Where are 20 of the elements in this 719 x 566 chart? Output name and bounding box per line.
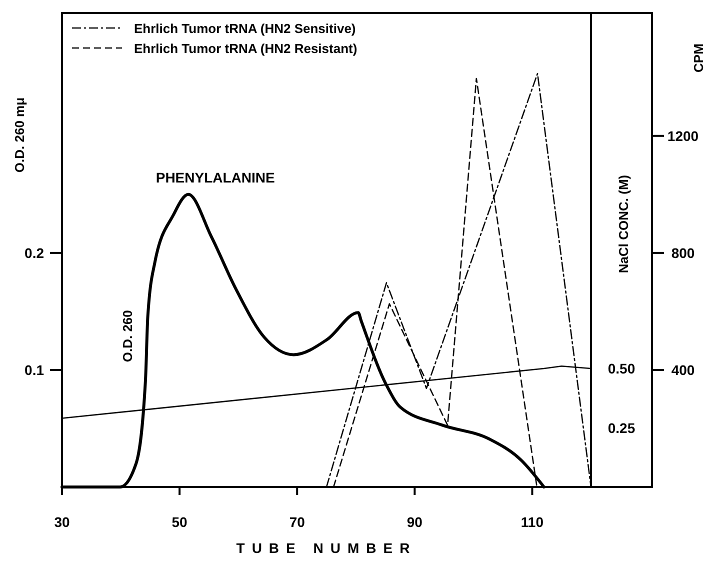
y2-axis-title: CPM [691,44,706,72]
y3-tick-label: 0.25 [608,420,636,436]
y2-tick-label: 800 [671,244,695,261]
x-axis-title: TUBE NUMBER [236,540,417,556]
y-axis-title: O.D. 260 mμ [12,97,27,173]
x-tick-label: 70 [289,514,306,530]
y-tick-label: 0.2 [24,244,44,261]
y2-tick-label: 400 [671,362,695,378]
legend-label: Ehrlich Tumor tRNA (HN2 Sensitive) [134,21,356,36]
y3-tick-label: 0.50 [608,360,636,376]
legend-label: Ehrlich Tumor tRNA (HN2 Resistant) [134,41,358,56]
y3-axis-title: NaCl CONC. (M) [616,174,631,274]
annotation: PHENYLALANINE [156,169,275,186]
x-tick-label: 110 [520,514,544,530]
y2-tick-label: 1200 [667,128,699,144]
x-tick-label: 50 [172,514,188,530]
x-tick-label: 90 [406,514,423,530]
y-tick-label: 0.1 [24,362,44,378]
x-tick-label: 30 [54,514,70,530]
text: O.D. 260 [120,310,135,362]
